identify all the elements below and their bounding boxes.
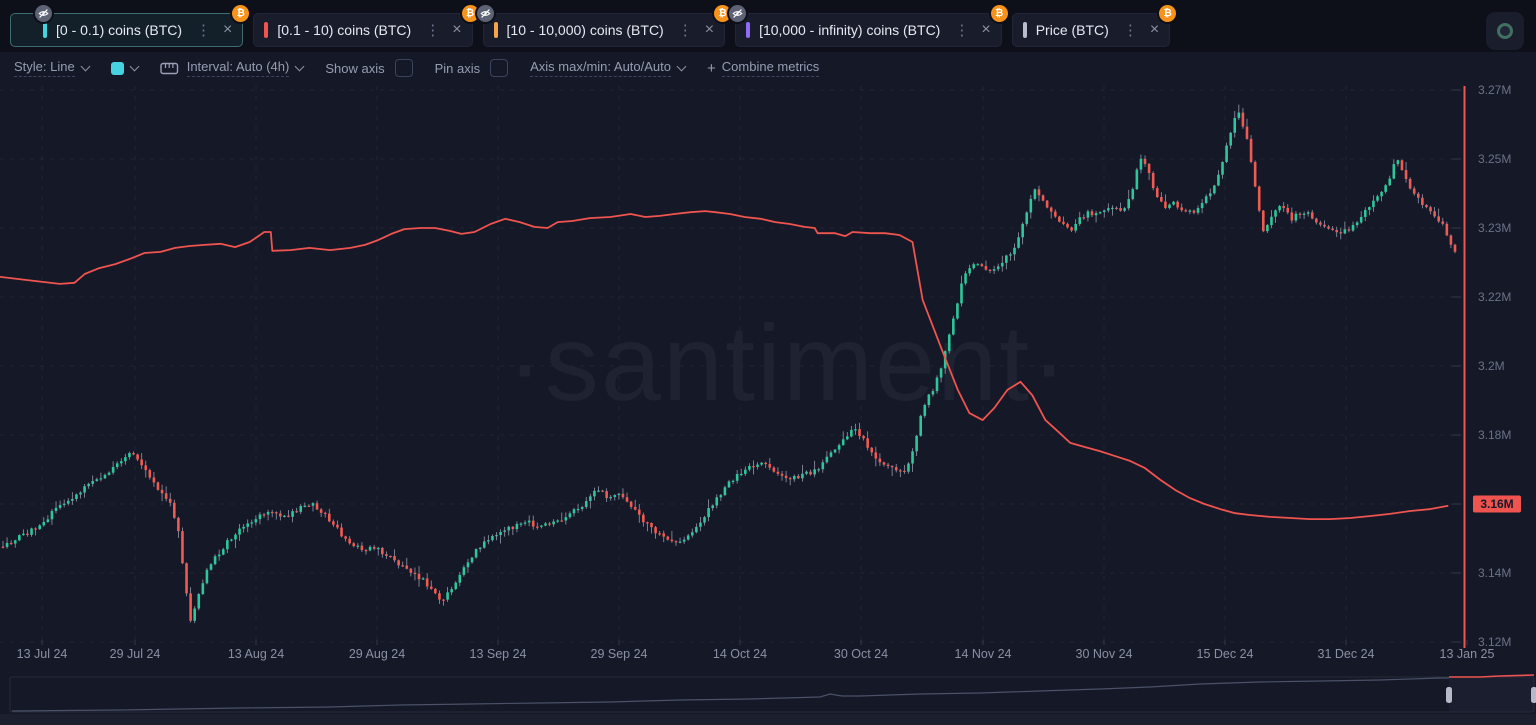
tab-label: [0.1 - 10) coins (BTC) <box>277 22 412 38</box>
kebab-vertical-icon[interactable]: ⋮ <box>954 21 970 39</box>
main-chart: ·santiment· 3.27M 3.25M 3.23M 3.22M 3.2M 3.18M… <box>0 82 1521 661</box>
btc-icon: ₿ <box>990 5 1008 22</box>
y-axis-label: 3.22M <box>1478 290 1511 304</box>
timeline-navigator <box>9 674 1536 713</box>
y-axis-label: 3.2M <box>1478 359 1505 373</box>
kebab-vertical-icon[interactable]: ⋮ <box>425 21 441 39</box>
santiment-watermark: ·santiment· <box>507 302 1069 423</box>
close-icon[interactable]: × <box>223 21 233 38</box>
axis-maxmin-dropdown[interactable]: Axis max/min: Auto/Auto <box>530 59 687 77</box>
ruler-icon <box>160 62 178 74</box>
style-label: Style: Line <box>14 59 75 77</box>
eye-slash-icon[interactable] <box>476 5 494 22</box>
current-value-badge <box>1473 495 1521 513</box>
metric-tab-1[interactable]: ₿ [0 - 0.1) coins (BTC) ⋮ × <box>10 5 250 47</box>
x-axis-label: 15 Dec 24 <box>1197 647 1254 661</box>
close-icon[interactable]: × <box>1149 21 1160 38</box>
show-axis-checkbox[interactable] <box>394 59 413 77</box>
close-icon[interactable]: × <box>452 21 462 38</box>
x-axis-label: 29 Aug 24 <box>349 647 405 661</box>
y-axis-label: 3.25M <box>1478 152 1511 166</box>
metric-tabs-row: ₿ [0 - 0.1) coins (BTC) ⋮ × ₿ [0.1 - 10) coin… <box>10 5 1177 47</box>
combine-metrics-button[interactable]: + Combine metrics <box>707 59 820 77</box>
y-axis-label: 3.14M <box>1478 566 1511 580</box>
color-dropdown[interactable] <box>110 61 140 75</box>
x-axis-label: 13 Jan 25 <box>1440 647 1495 661</box>
x-axis-label: 29 Jul 24 <box>110 647 161 661</box>
x-axis-label: 14 Nov 24 <box>955 647 1012 661</box>
record-circle-icon <box>1497 23 1513 39</box>
metric-tab-4[interactable]: ₿ [10,000 - infinity) coins (BTC) ⋮ × <box>729 5 1008 47</box>
metric-tab-3[interactable]: ₿ [10 - 10,000) coins (BTC) ⋮ × <box>476 5 732 47</box>
chevron-down-icon <box>294 61 305 72</box>
tab-color-bar <box>264 22 269 38</box>
navigator-left-handle[interactable] <box>1446 687 1452 703</box>
metric-tab-5[interactable]: ₿ Price (BTC) ⋮ × <box>1011 5 1177 47</box>
chart-toolbar: Style: Line Interval: Auto (4h) Show axi… <box>0 52 841 84</box>
x-axis: 13 Jul 24 29 Jul 24 13 Aug 24 29 Aug 24 13 S… <box>17 640 1495 661</box>
show-axis-toggle[interactable]: Show axis <box>325 59 413 77</box>
horizontal-scroll-strip[interactable] <box>0 714 1536 725</box>
style-dropdown[interactable]: Style: Line <box>14 59 91 77</box>
close-icon[interactable]: × <box>981 21 991 38</box>
x-axis-label: 13 Aug 24 <box>228 647 284 661</box>
kebab-vertical-icon[interactable]: ⋮ <box>677 21 693 39</box>
eye-slash-icon[interactable] <box>35 5 52 22</box>
navigator-track[interactable] <box>9 676 1535 713</box>
close-icon[interactable]: × <box>704 21 715 38</box>
kebab-vertical-icon[interactable]: ⋮ <box>196 21 212 39</box>
x-axis-label: 31 Dec 24 <box>1318 647 1375 661</box>
chevron-down-icon <box>676 61 687 72</box>
interval-dropdown[interactable]: Interval: Auto (4h) <box>160 59 305 77</box>
axis-maxmin-label: Axis max/min: Auto/Auto <box>530 59 672 77</box>
btc-icon: ₿ <box>232 5 250 22</box>
kebab-vertical-icon[interactable]: ⋮ <box>1122 21 1138 39</box>
tab-color-bar <box>43 22 47 38</box>
plus-icon: + <box>707 59 716 77</box>
y-axis-label: 3.27M <box>1478 83 1511 97</box>
tab-label: [0 - 0.1) coins (BTC) <box>56 22 183 38</box>
y-axis-label: 3.12M <box>1478 635 1511 649</box>
price-candles-series <box>1 104 1457 624</box>
tab-color-bar <box>493 22 498 38</box>
tab-color-bar <box>746 22 751 38</box>
supply-line-series <box>0 210 1449 520</box>
x-axis-label: 14 Oct 24 <box>713 647 767 661</box>
chevron-down-icon <box>129 61 140 72</box>
tab-label: Price (BTC) <box>1035 22 1109 38</box>
chevron-down-icon <box>80 61 91 72</box>
show-axis-label: Show axis <box>325 60 385 76</box>
interval-label: Interval: Auto (4h) <box>186 59 290 77</box>
btc-icon: ₿ <box>714 5 732 22</box>
eye-slash-icon[interactable] <box>729 5 747 22</box>
gridlines <box>0 86 1460 643</box>
tab-color-bar <box>1022 22 1027 38</box>
tab-label: [10,000 - infinity) coins (BTC) <box>759 22 941 38</box>
navigator-right-handle[interactable] <box>1531 687 1536 703</box>
pin-axis-label: Pin axis <box>434 60 481 76</box>
y-axis-label: 3.23M <box>1478 221 1511 235</box>
pin-axis-checkbox[interactable] <box>490 59 509 77</box>
y-axis-label: 3.18M <box>1478 428 1511 442</box>
x-axis-label: 13 Sep 24 <box>470 647 527 661</box>
navigator-selection-window[interactable] <box>1449 677 1534 712</box>
btc-icon: ₿ <box>1159 5 1177 22</box>
chart-canvas[interactable] <box>0 82 1460 643</box>
metric-tab-2[interactable]: ₿ [0.1 - 10) coins (BTC) ⋮ × <box>253 5 479 47</box>
btc-icon: ₿ <box>461 5 479 22</box>
navigator-history-line <box>11 677 1449 712</box>
x-axis-label: 13 Jul 24 <box>17 647 68 661</box>
combine-metrics-label: Combine metrics <box>721 59 820 77</box>
tab-label: [10 - 10,000) coins (BTC) <box>506 22 664 38</box>
x-axis-label: 29 Sep 24 <box>591 647 648 661</box>
metric-color-swatch <box>110 61 124 75</box>
navigator-selected-line <box>1449 674 1535 678</box>
pin-axis-toggle[interactable]: Pin axis <box>435 59 509 77</box>
x-axis-label: 30 Oct 24 <box>834 647 888 661</box>
svg-text:3.16M: 3.16M <box>1480 497 1513 511</box>
chart-settings-button[interactable] <box>1486 12 1524 50</box>
y-axis: 3.27M 3.25M 3.23M 3.22M 3.2M 3.18M 3.16M 3.14M 3… <box>1452 83 1521 649</box>
x-axis-label: 30 Nov 24 <box>1076 647 1133 661</box>
